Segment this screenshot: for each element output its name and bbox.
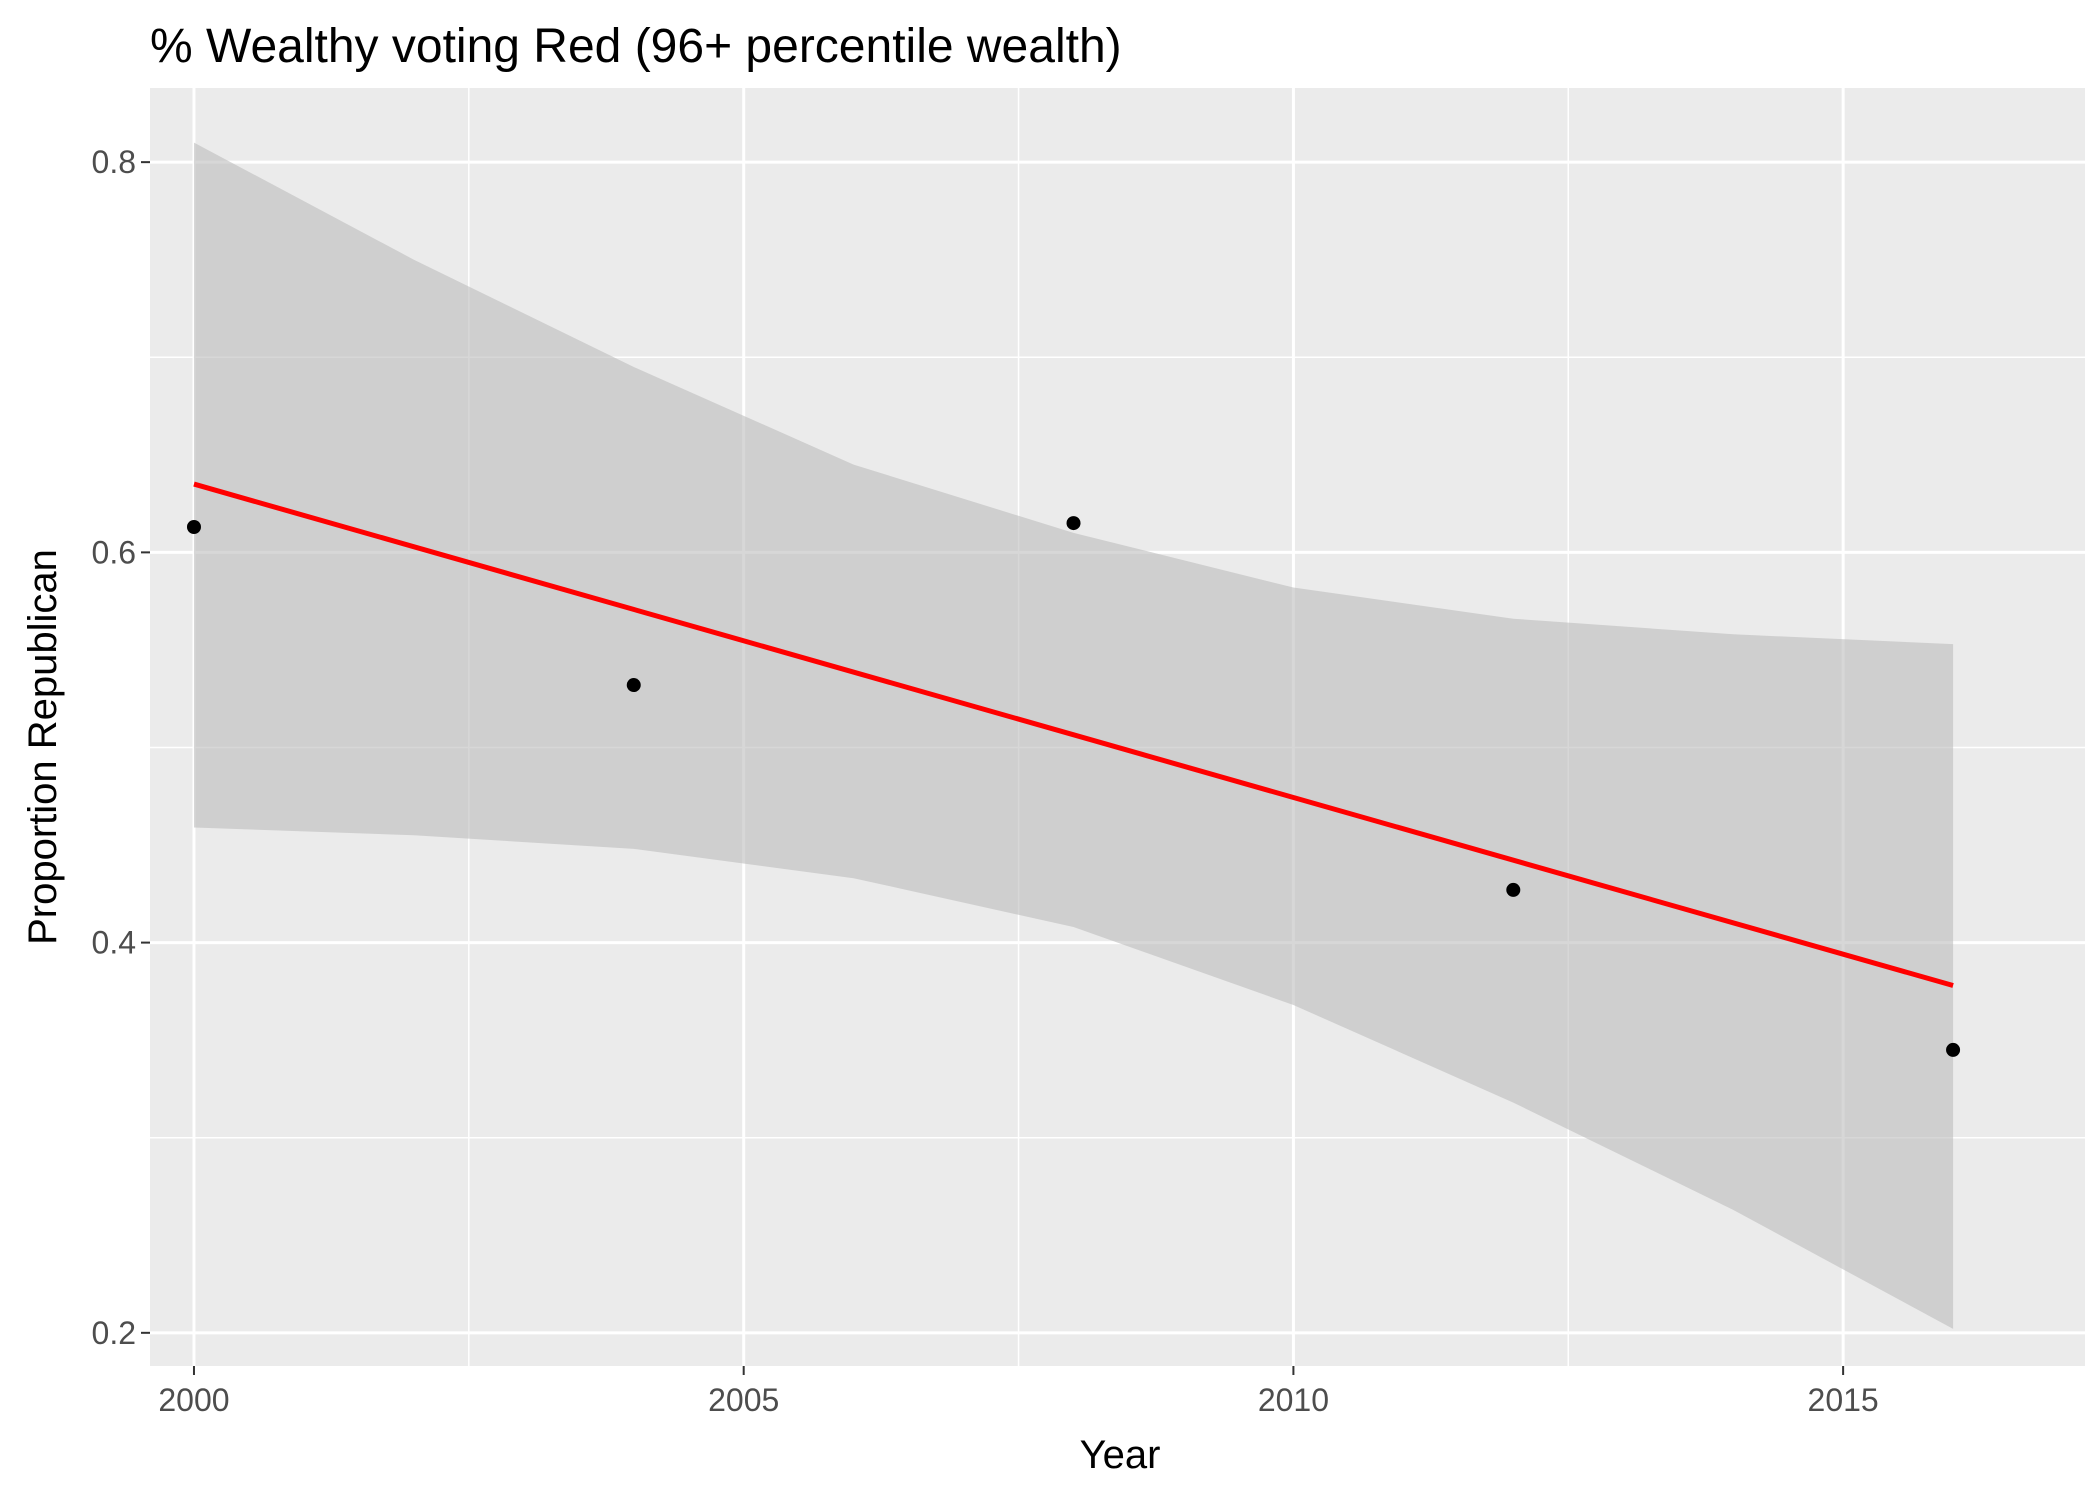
trend-line xyxy=(193,481,1954,988)
chart-title: % Wealthy voting Red (96+ percentile wea… xyxy=(150,20,1122,73)
data-point xyxy=(626,678,641,693)
y-axis: 0.2 0.4 0.6 0.8 xyxy=(92,144,150,1351)
y-axis-title: Proportion Republican xyxy=(21,549,65,945)
x-axis-title: Year xyxy=(1080,1433,1161,1477)
data-point xyxy=(186,520,201,535)
y-tick-label: 0.4 xyxy=(92,925,136,961)
x-tick-label: 2000 xyxy=(158,1382,229,1418)
x-tick-label: 2010 xyxy=(1258,1382,1329,1418)
data-point xyxy=(1066,516,1081,531)
x-axis: 2000 2005 2010 2015 xyxy=(158,1366,1879,1418)
plot-panel xyxy=(150,88,2085,1366)
y-tick-label: 0.2 xyxy=(92,1315,136,1351)
x-tick-label: 2015 xyxy=(1808,1382,1879,1418)
y-tick-label: 0.8 xyxy=(92,144,136,180)
y-tick-label: 0.6 xyxy=(92,534,136,570)
data-point xyxy=(1946,1042,1961,1057)
data-point xyxy=(1506,882,1521,897)
x-tick-label: 2005 xyxy=(708,1382,779,1418)
